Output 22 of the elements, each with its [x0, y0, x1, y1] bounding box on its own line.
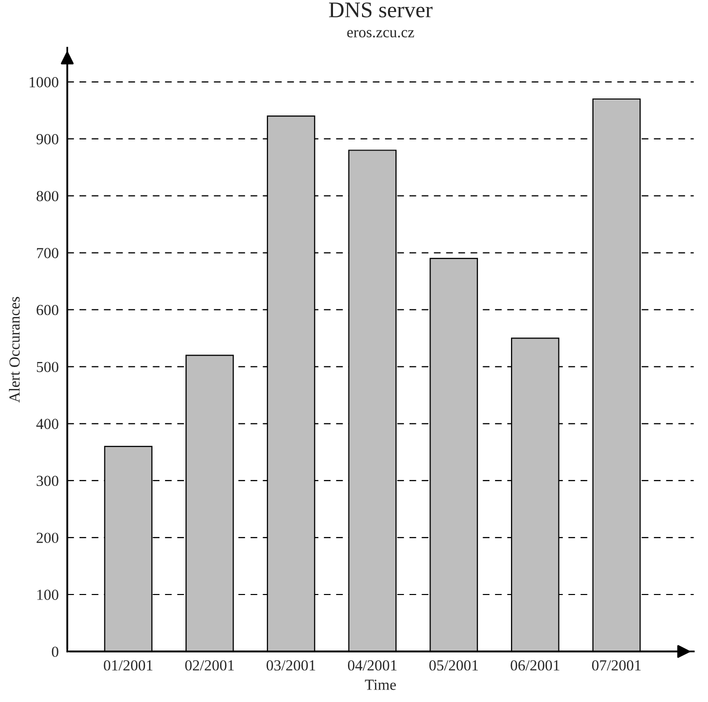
x-tick-label: 06/2001	[510, 660, 560, 671]
x-tick-label: 03/2001	[266, 660, 316, 671]
y-tick-label: 600	[36, 304, 58, 316]
y-tick-label: 0	[52, 646, 58, 657]
x-tick-label: 01/2001	[104, 660, 152, 671]
x-tick-label: 07/2001	[592, 660, 641, 671]
y-tick-label: 400	[36, 418, 58, 430]
y-tick-label: 700	[37, 248, 58, 258]
chart-subtitle: eros.zcu.cz	[347, 30, 414, 38]
y-tick-label: 200	[36, 532, 58, 543]
y-tick-label: 100	[37, 590, 58, 600]
y-tick-label: 800	[36, 190, 58, 202]
y-axis-title: Alert Occurances	[8, 296, 20, 403]
y-tick-label: 300	[36, 476, 58, 486]
y-tick-label: 1000	[30, 77, 58, 88]
y-tick-label: 500	[36, 362, 58, 372]
x-tick-label: 02/2001	[185, 660, 234, 671]
chart-title: DNS server	[329, 2, 432, 18]
x-tick-label: 05/2001	[429, 660, 478, 671]
x-tick-label: 04/2001	[348, 660, 397, 671]
y-tick-label: 900	[36, 134, 58, 144]
x-axis-title: Time	[364, 680, 396, 690]
